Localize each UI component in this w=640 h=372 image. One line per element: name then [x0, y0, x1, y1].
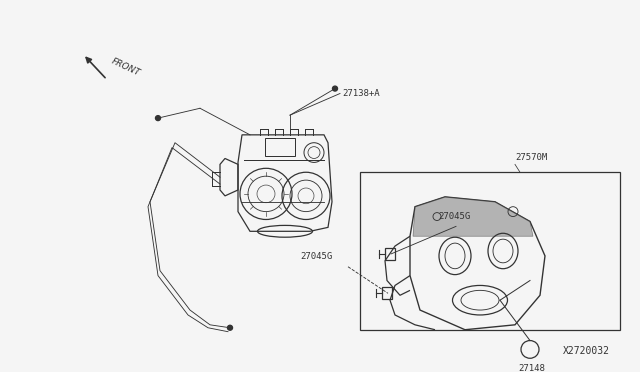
Text: 27148: 27148: [518, 364, 545, 372]
Text: 27045G: 27045G: [300, 252, 332, 261]
Text: FRONT: FRONT: [110, 57, 141, 78]
Text: 27045G: 27045G: [438, 212, 470, 221]
Text: X2720032: X2720032: [563, 346, 610, 356]
Circle shape: [156, 116, 161, 121]
Circle shape: [227, 325, 232, 330]
Polygon shape: [413, 197, 533, 236]
Text: 27138+A: 27138+A: [342, 89, 380, 98]
Circle shape: [333, 86, 337, 91]
Text: 27570M: 27570M: [515, 153, 547, 163]
Bar: [360, 172, 620, 330]
Bar: [265, 138, 295, 155]
